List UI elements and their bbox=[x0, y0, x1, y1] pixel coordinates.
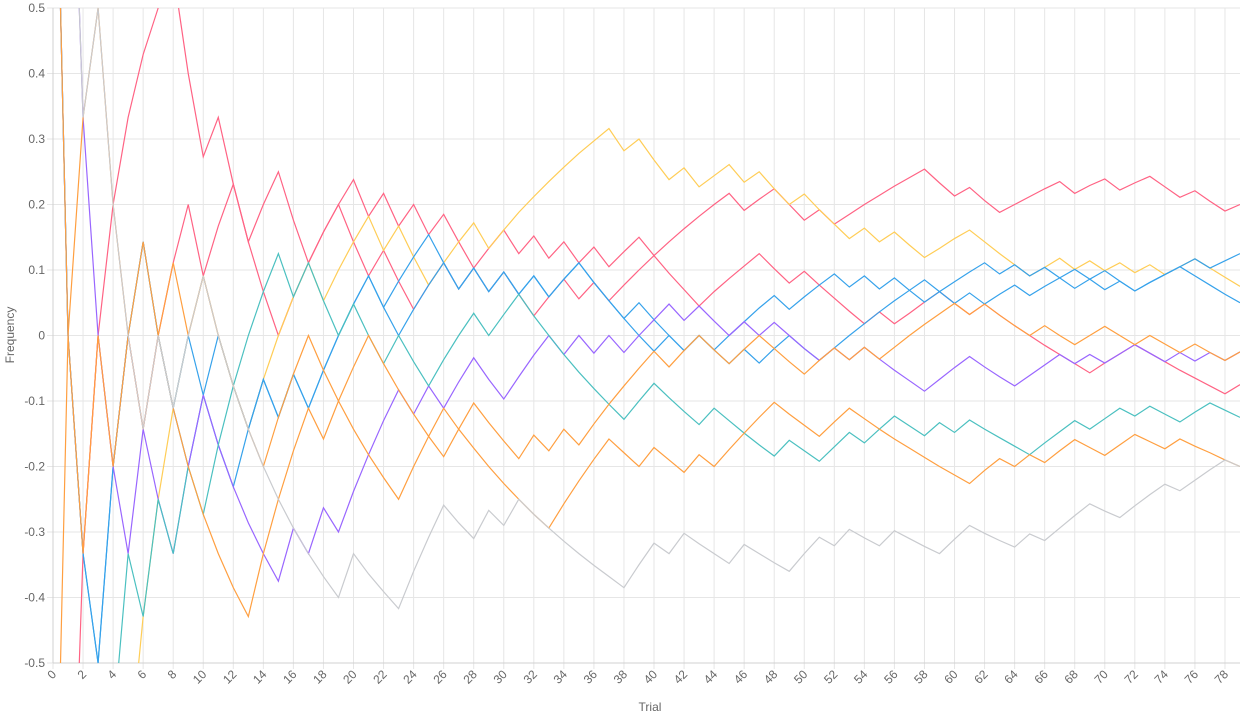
x-tick-label: 74 bbox=[1152, 667, 1172, 687]
y-tick-label: 0 bbox=[38, 329, 45, 343]
y-tick-label: -0.2 bbox=[24, 460, 45, 474]
x-tick-label: 60 bbox=[941, 667, 961, 687]
series-line-8 bbox=[59, 7, 1240, 664]
x-tick-label: 8 bbox=[165, 667, 180, 682]
y-axis-title: Frequency bbox=[3, 307, 17, 364]
x-axis-ticks: 0 2 4 6 8 10 12 14 16 18 20 22 24 26 28 30 32 34 36 38 40 42 4… bbox=[44, 667, 1231, 687]
x-tick-label: 50 bbox=[791, 667, 811, 687]
x-tick-label: 56 bbox=[881, 667, 901, 687]
x-tick-label: 18 bbox=[310, 667, 330, 687]
x-tick-label: 34 bbox=[551, 667, 571, 687]
y-tick-label: -0.5 bbox=[24, 656, 45, 670]
series-line-7 bbox=[118, 251, 1240, 664]
x-tick-label: 24 bbox=[400, 667, 420, 687]
x-tick-label: 62 bbox=[971, 667, 991, 687]
series-line-6 bbox=[78, 7, 1240, 583]
x-tick-label: 22 bbox=[370, 667, 390, 687]
series-line-10 bbox=[78, 7, 1240, 610]
x-tick-label: 16 bbox=[280, 667, 300, 687]
x-tick-label: 10 bbox=[190, 667, 210, 687]
x-tick-label: 72 bbox=[1122, 667, 1142, 687]
series-line-5 bbox=[59, 7, 1240, 664]
x-tick-label: 30 bbox=[491, 667, 511, 687]
x-tick-label: 20 bbox=[340, 667, 360, 687]
x-tick-label: 14 bbox=[250, 667, 270, 687]
x-tick-label: 42 bbox=[671, 667, 691, 687]
x-axis-title: Trial bbox=[639, 700, 662, 714]
x-tick-label: 66 bbox=[1031, 667, 1051, 687]
x-tick-label: 12 bbox=[220, 667, 240, 687]
x-tick-label: 76 bbox=[1182, 667, 1202, 687]
y-tick-label: 0.2 bbox=[28, 198, 45, 212]
x-tick-label: 64 bbox=[1001, 667, 1021, 687]
x-tick-label: 28 bbox=[460, 667, 480, 687]
x-tick-label: 46 bbox=[731, 667, 751, 687]
x-tick-label: 32 bbox=[521, 667, 541, 687]
y-tick-label: 0.3 bbox=[28, 132, 45, 146]
y-tick-label: -0.3 bbox=[24, 525, 45, 539]
x-tick-label: 48 bbox=[761, 667, 781, 687]
x-tick-label: 58 bbox=[911, 667, 931, 687]
x-tick-label: 44 bbox=[701, 667, 721, 687]
x-tick-label: 0 bbox=[44, 667, 59, 682]
x-tick-label: 6 bbox=[135, 667, 150, 682]
series-lines bbox=[59, 7, 1240, 664]
x-tick-label: 36 bbox=[581, 667, 601, 687]
x-tick-label: 68 bbox=[1061, 667, 1081, 687]
x-tick-label: 54 bbox=[851, 667, 871, 687]
x-tick-label: 38 bbox=[611, 667, 631, 687]
x-tick-label: 26 bbox=[430, 667, 450, 687]
y-axis-ticks: 0.5 0.4 0.3 0.2 0.1 0 -0.1 -0.2 -0.3 -0.4 -0.5 bbox=[24, 1, 45, 670]
y-tick-label: -0.1 bbox=[24, 394, 45, 408]
x-tick-label: 70 bbox=[1092, 667, 1112, 687]
y-tick-label: 0.5 bbox=[28, 1, 45, 15]
series-line-2 bbox=[59, 7, 1240, 554]
y-tick-label: 0.1 bbox=[28, 263, 45, 277]
x-tick-label: 78 bbox=[1212, 667, 1232, 687]
x-tick-label: 2 bbox=[75, 667, 90, 682]
x-tick-label: 4 bbox=[105, 667, 120, 682]
grid-lines bbox=[47, 7, 1240, 669]
x-tick-label: 52 bbox=[821, 667, 841, 687]
y-tick-label: 0.4 bbox=[28, 67, 45, 81]
y-tick-label: -0.4 bbox=[24, 591, 45, 605]
x-tick-label: 40 bbox=[641, 667, 661, 687]
